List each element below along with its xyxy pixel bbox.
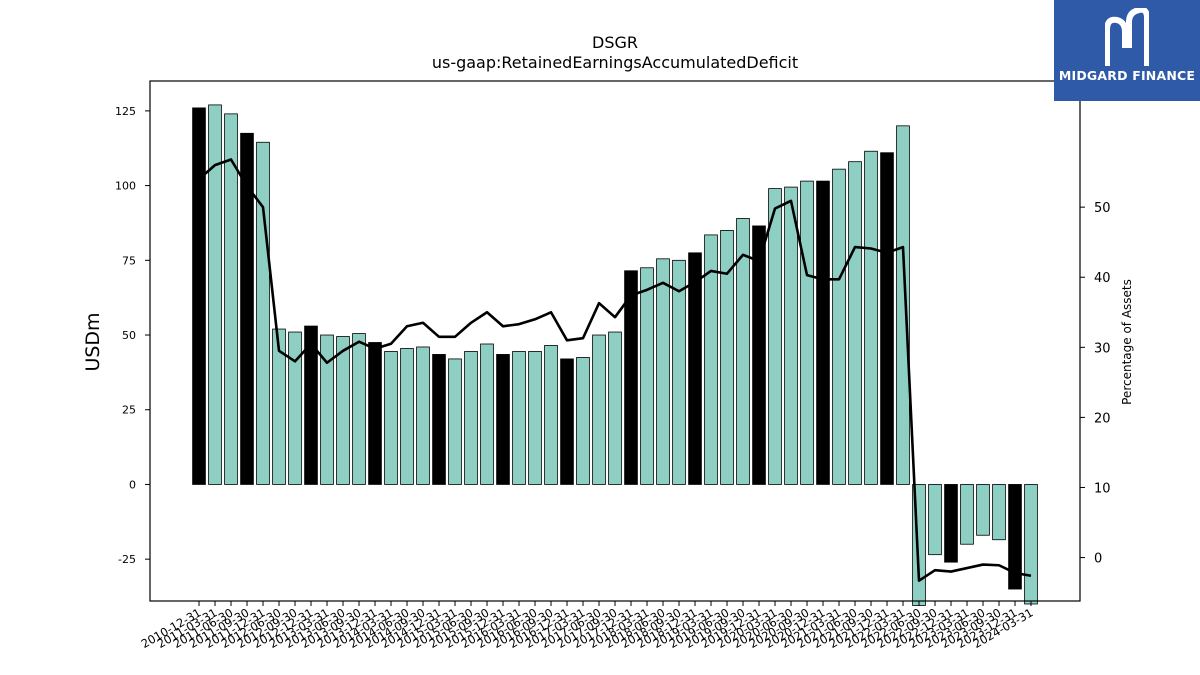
bar-35 <box>752 225 766 485</box>
y-tick-label-3: 50 <box>122 329 136 342</box>
bar-20 <box>512 351 526 485</box>
logo-text: MIDGARD FINANCE <box>1058 68 1196 83</box>
bar-40 <box>832 168 846 485</box>
bar-33 <box>720 230 734 485</box>
bar-14 <box>416 346 430 485</box>
bar-34 <box>736 218 750 485</box>
bar-51 <box>1008 484 1022 590</box>
bar-48 <box>960 484 974 545</box>
bar-5 <box>272 328 286 485</box>
y-tick-label-5: 100 <box>115 180 136 193</box>
right-axis: 0 10 20 30 40 50 <box>1080 201 1111 567</box>
bar-10 <box>352 333 366 485</box>
bar-24 <box>576 357 590 485</box>
bar-25 <box>592 334 606 485</box>
bar-36 <box>768 188 782 485</box>
line-series <box>198 158 1032 582</box>
y-tick-label-4: 75 <box>122 254 136 267</box>
bar-47 <box>944 484 958 563</box>
bar-18 <box>480 343 494 485</box>
bar-38 <box>800 180 814 485</box>
y-axis-label: USDm <box>82 312 104 371</box>
y-tick-label-1: 0 <box>129 478 136 491</box>
left-axis: -25 0 25 50 75 100 125 <box>115 105 150 566</box>
bar-2 <box>224 113 238 485</box>
bar-42 <box>864 150 878 485</box>
x-axis: 2010-12-312011-03-312011-06-302011-09-30… <box>139 601 1036 651</box>
y2-tick-label-3: 30 <box>1094 341 1111 356</box>
bar-27 <box>624 270 638 485</box>
bar-44 <box>896 125 910 485</box>
bar-30 <box>672 259 686 485</box>
y2-tick-label-1: 10 <box>1094 481 1111 496</box>
bar-26 <box>608 331 622 485</box>
y2-tick-label-2: 20 <box>1094 411 1111 426</box>
bar-32 <box>704 234 718 485</box>
bar-21 <box>528 351 542 485</box>
bar-11 <box>368 342 382 485</box>
bar-41 <box>848 161 862 485</box>
bar-6 <box>288 331 302 485</box>
bar-19 <box>496 354 510 485</box>
bar-29 <box>656 258 670 485</box>
y2-tick-label-5: 50 <box>1094 201 1111 216</box>
bar-16 <box>448 358 462 485</box>
bar-0 <box>192 107 206 485</box>
bar-9 <box>336 336 350 485</box>
bar-8 <box>320 334 334 485</box>
y-tick-label-6: 125 <box>115 105 136 118</box>
bar-12 <box>384 351 398 485</box>
y-tick-label-2: 25 <box>122 404 136 417</box>
percentage-line <box>198 158 1032 582</box>
bar-52 <box>1024 484 1038 605</box>
bar-4 <box>256 141 270 485</box>
y-tick-label-0: -25 <box>118 553 136 566</box>
bar-49 <box>976 484 990 536</box>
bar-3 <box>240 132 254 485</box>
bar-1 <box>208 104 222 485</box>
bar-46 <box>928 484 942 556</box>
brand-logo: MIDGARD FINANCE <box>1054 0 1200 101</box>
bar-7 <box>304 325 318 485</box>
bar-23 <box>560 358 574 485</box>
y2-tick-label-4: 40 <box>1094 271 1111 286</box>
logo-mark-icon <box>1105 8 1149 66</box>
chart-subtitle: us-gaap:RetainedEarningsAccumulatedDefic… <box>432 53 798 72</box>
bar-13 <box>400 348 414 485</box>
bar-39 <box>816 180 830 485</box>
chart-title: DSGR <box>592 33 638 52</box>
bar-22 <box>544 345 558 485</box>
bar-43 <box>880 152 894 485</box>
bar-37 <box>784 186 798 485</box>
bar-31 <box>688 252 702 485</box>
bar-15 <box>432 354 446 485</box>
y2-tick-label-0: 0 <box>1094 552 1102 567</box>
bar-28 <box>640 267 654 485</box>
bar-17 <box>464 351 478 485</box>
bar-50 <box>992 484 1006 541</box>
y2-axis-label: Percentage of Assets <box>1120 279 1134 405</box>
